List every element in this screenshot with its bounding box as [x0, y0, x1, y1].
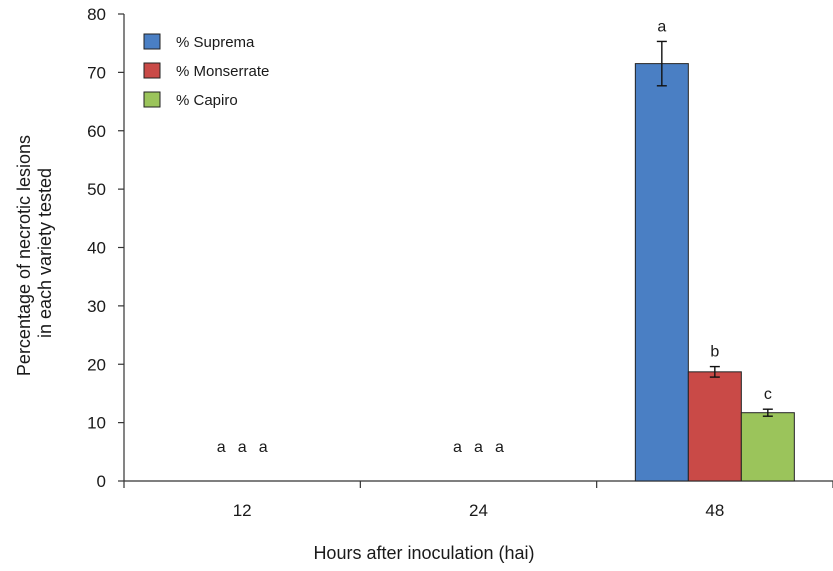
y-axis-title: Percentage of necrotic lesions in each v… — [14, 130, 55, 376]
legend-label: % Capiro — [176, 92, 238, 109]
significance-letter: a — [238, 439, 247, 456]
y-tick-label: 60 — [87, 122, 106, 141]
x-tick-label: 12 — [233, 501, 252, 520]
bar — [687, 371, 742, 482]
bar — [740, 412, 795, 482]
y-axis-title-line-1: Percentage of necrotic lesions — [14, 135, 34, 376]
y-tick-label: 30 — [87, 297, 106, 316]
significance-letter: a — [217, 439, 226, 456]
y-tick-label: 0 — [97, 472, 106, 491]
axes: 0 10 20 30 40 50 60 70 80 12 24 48 — [87, 5, 833, 520]
legend-swatch — [143, 33, 161, 50]
legend-swatch — [143, 62, 161, 79]
significance-letter: a — [495, 439, 504, 456]
y-tick-label: 20 — [87, 355, 106, 374]
y-axis-title-line-2: in each variety tested — [35, 168, 55, 338]
significance-letter: b — [710, 344, 719, 361]
significance-letter: a — [657, 18, 666, 35]
y-tick-label: 10 — [87, 414, 106, 433]
bar — [634, 63, 689, 482]
x-tick-label: 24 — [469, 501, 488, 520]
legend-label: % Suprema — [176, 34, 255, 51]
x-tick-label: 48 — [705, 501, 724, 520]
y-tick-label: 50 — [87, 180, 106, 199]
significance-letter: a — [259, 439, 268, 456]
significance-letter: a — [453, 439, 462, 456]
y-tick-label: 40 — [87, 239, 106, 258]
significance-letter: a — [474, 439, 483, 456]
x-axis-title: Hours after inoculation (hai) — [313, 543, 534, 563]
legend: % Suprema % Monserrate % Capiro — [143, 33, 269, 109]
y-tick-label: 80 — [87, 5, 106, 24]
legend-swatch — [143, 91, 161, 108]
significance-letter: c — [764, 386, 772, 403]
legend-label: % Monserrate — [176, 63, 269, 80]
y-tick-label: 70 — [87, 63, 106, 82]
